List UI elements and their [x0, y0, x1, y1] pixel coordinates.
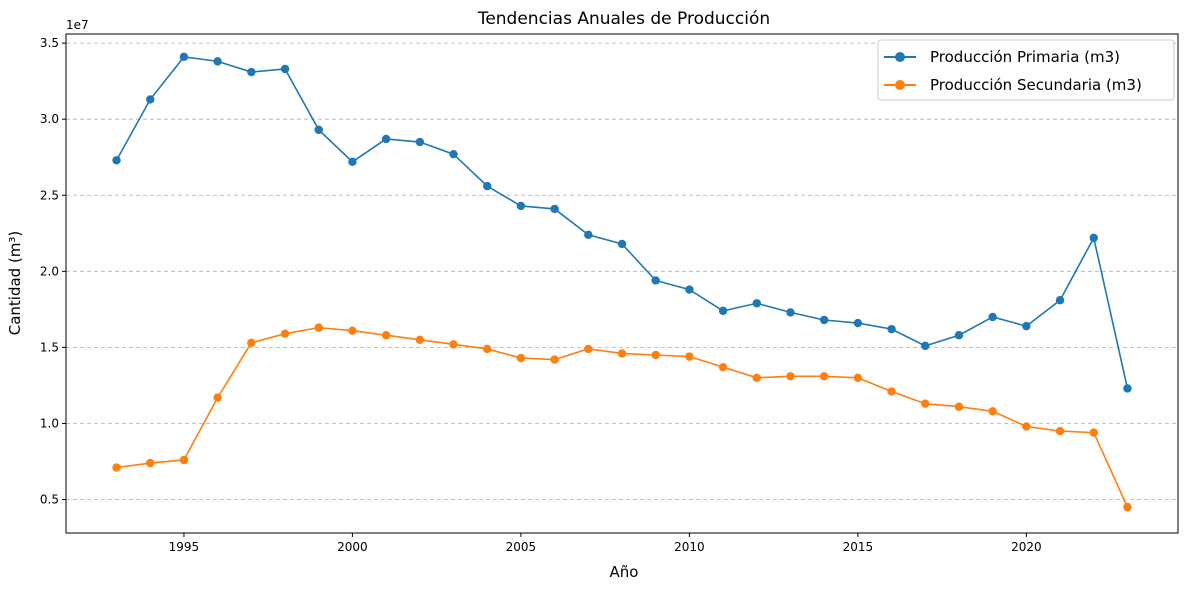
- y-axis-label: Cantidad (m³): [6, 231, 24, 336]
- data-point-primary: [1089, 233, 1098, 243]
- data-point-secondary: [651, 350, 660, 360]
- data-point-secondary: [483, 344, 492, 354]
- data-point-primary: [584, 230, 593, 240]
- y-tick-label: 1.5: [40, 340, 59, 354]
- data-point-primary: [617, 239, 627, 249]
- y-offset-label: 1e7: [66, 18, 89, 32]
- x-tick-label: 2010: [674, 540, 705, 554]
- y-tick-label: 2.0: [40, 264, 59, 278]
- data-point-primary: [213, 57, 222, 66]
- data-point-primary: [651, 276, 660, 285]
- legend-marker-primary: [895, 52, 905, 62]
- data-point-secondary: [752, 373, 761, 383]
- data-point-primary: [516, 201, 526, 211]
- data-point-primary: [1055, 296, 1065, 305]
- data-point-secondary: [617, 349, 627, 358]
- series-layer: [112, 52, 1132, 512]
- grid-lines: [66, 42, 1178, 500]
- data-point-secondary: [786, 372, 795, 381]
- data-point-primary: [1123, 384, 1132, 393]
- data-point-primary: [921, 341, 930, 351]
- data-point-secondary: [887, 387, 896, 396]
- legend-marker-secondary: [895, 80, 905, 90]
- data-point-secondary: [280, 329, 290, 338]
- data-point-primary: [146, 95, 155, 104]
- x-tick-label: 1995: [169, 540, 200, 554]
- data-point-secondary: [247, 338, 256, 348]
- y-tick-label: 0.5: [40, 493, 59, 507]
- data-point-primary: [348, 157, 357, 166]
- data-point-secondary: [718, 362, 728, 372]
- x-axis-label: Año: [610, 563, 639, 581]
- x-tick-label: 2020: [1011, 540, 1042, 554]
- plot-frame: [65, 33, 1179, 534]
- data-point-primary: [853, 318, 863, 328]
- data-point-secondary: [954, 402, 964, 411]
- data-point-secondary: [314, 323, 323, 332]
- data-point-secondary: [1055, 426, 1065, 436]
- data-point-secondary: [1123, 502, 1132, 512]
- data-point-secondary: [853, 373, 863, 383]
- data-point-secondary: [112, 463, 121, 472]
- data-point-primary: [112, 156, 121, 165]
- data-point-primary: [786, 308, 795, 317]
- y-tick-label: 3.5: [40, 36, 59, 50]
- x-tick-label: 2015: [843, 540, 874, 554]
- data-point-primary: [954, 331, 964, 340]
- data-point-primary: [449, 149, 458, 159]
- y-tick-label: 2.5: [40, 188, 59, 202]
- data-point-secondary: [1089, 428, 1098, 437]
- data-point-primary: [381, 134, 391, 144]
- data-point-secondary: [146, 458, 155, 468]
- data-point-secondary: [988, 407, 997, 416]
- data-point-primary: [415, 137, 425, 147]
- data-point-secondary: [550, 355, 559, 364]
- data-point-primary: [280, 64, 290, 74]
- legend-label-primary: Producción Primaria (m3): [930, 48, 1120, 66]
- data-point-secondary: [819, 372, 829, 381]
- legend: Producción Primaria (m3) Producción Secu…: [877, 39, 1175, 101]
- data-point-primary: [483, 181, 492, 191]
- data-point-primary: [988, 312, 997, 322]
- data-point-primary: [752, 299, 761, 308]
- chart-title: Tendencias Anuales de Producción: [477, 9, 770, 29]
- legend-box: [877, 39, 1175, 101]
- data-point-secondary: [179, 455, 189, 465]
- data-point-secondary: [685, 352, 694, 361]
- data-point-secondary: [415, 335, 425, 344]
- data-point-primary: [685, 285, 694, 294]
- data-point-secondary: [584, 344, 593, 354]
- x-tick-label: 2000: [337, 540, 368, 554]
- data-point-primary: [247, 67, 256, 77]
- y-tick-label: 3.0: [40, 112, 59, 126]
- data-point-primary: [718, 306, 728, 316]
- x-tick-label: 2005: [506, 540, 537, 554]
- axis-ticks: 0.5 1.0 1.5 2.0 2.5 3.0 3.5 1995 2000 2005 2010 201…: [40, 36, 1042, 554]
- data-point-primary: [819, 315, 829, 325]
- data-point-primary: [550, 204, 559, 214]
- data-point-secondary: [1022, 422, 1031, 431]
- data-point-secondary: [516, 353, 526, 363]
- data-point-primary: [887, 324, 896, 334]
- data-point-secondary: [921, 399, 930, 408]
- data-point-secondary: [348, 326, 357, 335]
- data-point-secondary: [449, 340, 458, 349]
- data-point-primary: [179, 52, 189, 62]
- data-point-primary: [1022, 321, 1031, 331]
- data-point-primary: [314, 125, 323, 135]
- y-tick-label: 1.0: [40, 416, 59, 430]
- legend-label-secondary: Producción Secundaria (m3): [930, 76, 1142, 94]
- data-point-secondary: [381, 331, 391, 340]
- data-point-secondary: [213, 393, 222, 402]
